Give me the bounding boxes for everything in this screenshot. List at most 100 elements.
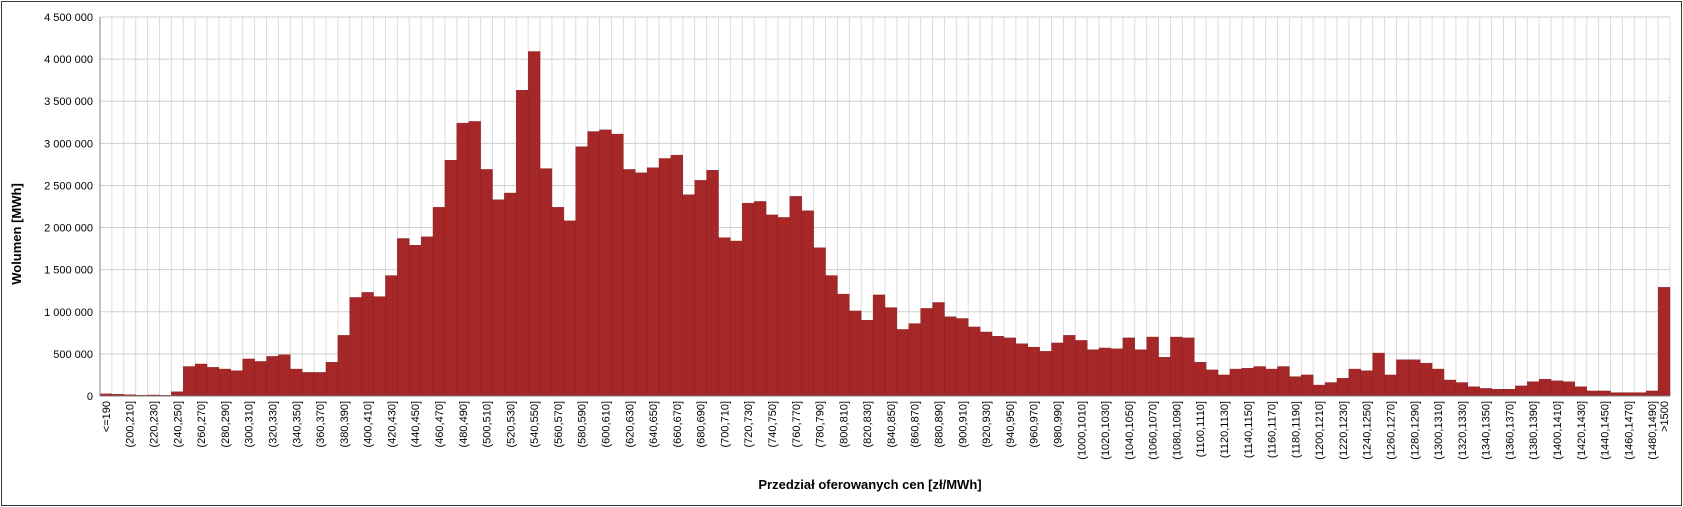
x-tick-label: (1140,1150] (1243, 401, 1255, 458)
x-tick-label: (280,290] (220, 401, 232, 447)
x-tick-label: (1260,1270] (1385, 401, 1397, 460)
bar (1598, 390, 1611, 397)
bar (397, 238, 410, 397)
x-tick-label: (1360,1370] (1504, 401, 1516, 460)
x-tick-label: (1420,1430] (1576, 401, 1588, 460)
bar (920, 308, 933, 397)
bar (991, 336, 1005, 397)
bar (337, 335, 350, 397)
x-tick-label: (400,410] (363, 401, 375, 447)
bar (1146, 336, 1159, 397)
bar (1562, 381, 1576, 397)
bar (420, 236, 434, 397)
bar (1134, 349, 1147, 397)
bar (1634, 392, 1647, 397)
bar (302, 372, 315, 397)
bar (1527, 381, 1540, 397)
bar (1336, 378, 1350, 397)
x-tick-label: (1340,1350] (1481, 401, 1493, 460)
bar (694, 180, 707, 397)
x-tick-label: (1200,1210] (1314, 401, 1326, 460)
x-tick-label: (780,790] (815, 401, 827, 447)
bar (825, 275, 838, 397)
bar (480, 169, 493, 397)
x-tick-label: (700,710] (719, 401, 731, 447)
bar (313, 372, 327, 397)
bar (254, 361, 267, 397)
bar (1241, 368, 1254, 397)
bar (1622, 392, 1635, 397)
bar (896, 329, 909, 397)
bar (1194, 362, 1207, 397)
x-tick-label: (1440,1450] (1600, 401, 1612, 460)
bar (183, 366, 196, 397)
x-tick-label: (1060,1070] (1148, 401, 1160, 460)
bar (670, 154, 683, 397)
x-tick-label: (920,930] (981, 401, 993, 447)
x-tick-label: (220,230] (149, 401, 161, 447)
bar (599, 129, 612, 397)
bar (290, 368, 303, 397)
bar (646, 167, 660, 397)
x-tick-label: (1160,1170] (1267, 401, 1279, 458)
x-tick-label: (440,450] (410, 401, 422, 447)
bar (171, 391, 184, 397)
bar (1467, 386, 1480, 397)
bar (706, 170, 719, 397)
bar (385, 275, 398, 397)
x-tick-label: (1240,1250] (1362, 401, 1374, 460)
x-tick-label: (480,490] (458, 401, 470, 447)
x-tick-label: (520,530] (505, 401, 517, 447)
bar (1360, 370, 1373, 397)
bar (361, 292, 374, 397)
bar (1158, 357, 1171, 397)
x-tick-label: (1020,1030] (1100, 401, 1112, 460)
bar (611, 133, 624, 397)
axes (99, 17, 1670, 397)
bar (682, 194, 695, 397)
x-tick-labels: <=190 (200,210] (220,230] (240,250] (260,270… (101, 401, 1671, 460)
bar (206, 367, 220, 397)
bar (1324, 382, 1338, 397)
bar (1277, 366, 1290, 397)
x-tick-label: (1460,1470] (1623, 401, 1635, 460)
x-tick-label: (560,570] (553, 401, 565, 447)
bar (1289, 376, 1302, 397)
bar (444, 159, 458, 397)
x-tick-label: (980,990] (1052, 401, 1064, 447)
x-tick-label: >1500 (1659, 401, 1671, 432)
bar (1657, 287, 1671, 397)
bar (730, 240, 743, 397)
x-tick-label: (800,810] (838, 401, 850, 447)
bar (1348, 368, 1361, 397)
x-tick-label: (360,370] (315, 401, 327, 447)
bar (1086, 349, 1100, 397)
x-tick-label: (840,850] (886, 401, 898, 447)
bar (278, 354, 291, 397)
x-tick-label: (1300,1310] (1433, 401, 1445, 460)
y-tick-labels: 0 500 000 1 000 000 1 500 000 2 000 000 2 500… (44, 12, 93, 403)
x-tick-label: (1480,1490] (1647, 401, 1659, 460)
bar (539, 168, 553, 397)
x-tick-label: (1120,1130] (1219, 401, 1231, 458)
bar (801, 210, 814, 397)
x-tick-label: (760,770] (791, 401, 803, 447)
bar (432, 207, 446, 397)
bar (468, 121, 481, 397)
x-tick-label: <=190 (101, 401, 113, 432)
bar (635, 172, 648, 397)
bar (932, 302, 945, 397)
bar (1063, 335, 1076, 397)
bar (409, 245, 422, 397)
bar (1265, 368, 1278, 397)
x-axis-title: Przedział oferowanych cen [zł/MWh] (758, 477, 981, 492)
bar (230, 370, 243, 397)
bar (587, 131, 600, 397)
bar (1491, 389, 1504, 397)
x-tick-label: (1400,1410] (1552, 401, 1564, 460)
y-tick-label: 4 500 000 (44, 12, 93, 24)
x-tick-label: (940,950] (1005, 401, 1017, 447)
x-tick-label: (1100,1110] (1195, 401, 1207, 457)
x-tick-label: (900,910] (957, 401, 969, 447)
